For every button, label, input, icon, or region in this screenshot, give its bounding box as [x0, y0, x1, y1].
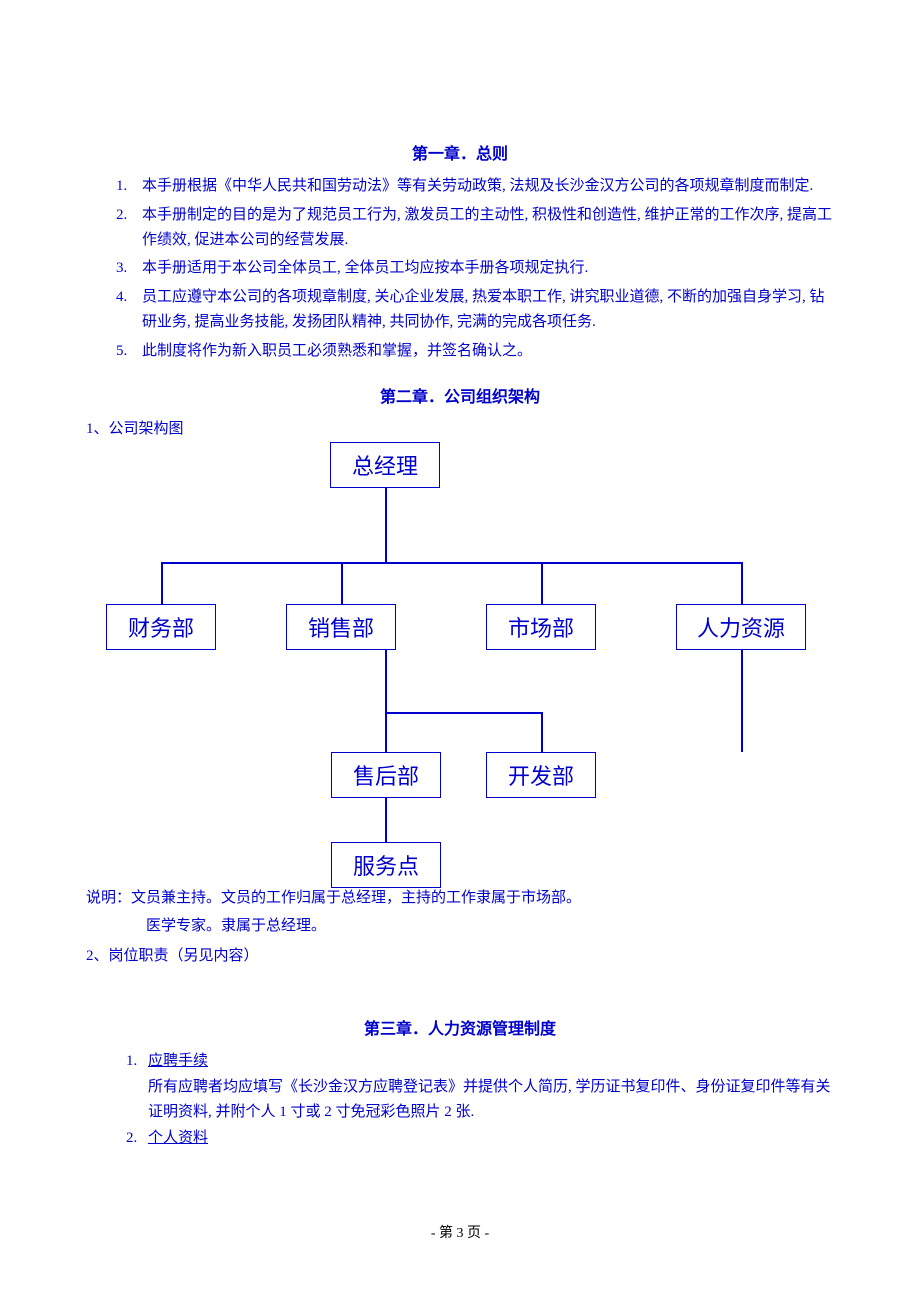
item-title: 应聘手续 — [148, 1053, 208, 1069]
chapter-3: 第三章．人力资源管理制度 1.应聘手续 所有应聘者均应填写《长沙金汉方应聘登记表… — [86, 1015, 834, 1151]
org-line — [385, 488, 387, 562]
org-line — [385, 798, 387, 842]
org-line — [341, 562, 343, 604]
org-explain-2: 医学专家。隶属于总经理。 — [86, 914, 834, 938]
chapter-2-title: 第二章．公司组织架构 — [86, 383, 834, 407]
item-text: 此制度将作为新入职员工必须熟悉和掌握，并签名确认之。 — [142, 339, 532, 364]
org-chart: 总经理财务部销售部市场部人力资源售后部开发部服务点 — [86, 442, 834, 882]
item-text: 本手册制定的目的是为了规范员工行为, 激发员工的主动性, 积极性和创造性, 维护… — [142, 203, 834, 253]
chapter-1-list: 1.本手册根据《中华人民共和国劳动法》等有关劳动政策, 法规及长沙金汉方公司的各… — [86, 174, 834, 363]
org-node-finance: 财务部 — [106, 604, 216, 650]
page-footer: - 第 3 页 - — [0, 1222, 920, 1242]
org-line — [385, 712, 387, 752]
org-line — [385, 650, 387, 712]
item-number: 1. — [116, 174, 142, 199]
chapter-2: 第二章．公司组织架构 1、公司架构图 总经理财务部 销售部 市场部 人力资源售后部开发… — [86, 383, 834, 965]
list-item: 1.本手册根据《中华人民共和国劳动法》等有关劳动政策, 法规及长沙金汉方公司的各… — [116, 174, 834, 199]
item-text: 本手册根据《中华人民共和国劳动法》等有关劳动政策, 法规及长沙金汉方公司的各项规… — [142, 174, 813, 199]
item-number: 4. — [116, 285, 142, 335]
item-number: 1. — [126, 1049, 148, 1075]
org-node-sales: 销售部 — [286, 604, 396, 650]
subheading-duties: 2、岗位职责（另见内容） — [86, 944, 834, 965]
item-number: 3. — [116, 256, 142, 281]
org-line — [541, 562, 543, 604]
org-line — [385, 712, 541, 714]
chapter-1: 第一章．总则 1.本手册根据《中华人民共和国劳动法》等有关劳动政策, 法规及长沙… — [86, 140, 834, 363]
list-item: 2.个人资料 — [126, 1126, 834, 1152]
item-body: 所有应聘者均应填写《长沙金汉方应聘登记表》并提供个人简历, 学历证书复印件、身份… — [126, 1075, 834, 1126]
org-explain-1: 说明：文员兼主持。文员的工作归属于总经理，主持的工作隶属于市场部。 — [86, 886, 834, 910]
list-item: 4.员工应遵守本公司的各项规章制度, 关心企业发展, 热爱本职工作, 讲究职业道… — [116, 285, 834, 335]
org-line — [161, 562, 741, 564]
subheading-org-chart: 1、公司架构图 — [86, 417, 834, 438]
chapter-3-title: 第三章．人力资源管理制度 — [86, 1015, 834, 1039]
list-item: 2.本手册制定的目的是为了规范员工行为, 激发员工的主动性, 积极性和创造性, … — [116, 203, 834, 253]
chapter-1-title: 第一章．总则 — [86, 140, 834, 164]
item-number: 2. — [116, 203, 142, 253]
item-title: 个人资料 — [148, 1130, 208, 1146]
org-node-market: 市场部 — [486, 604, 596, 650]
list-item: 5.此制度将作为新入职员工必须熟悉和掌握，并签名确认之。 — [116, 339, 834, 364]
item-number: 5. — [116, 339, 142, 364]
org-line — [741, 650, 743, 752]
item-text: 本手册适用于本公司全体员工, 全体员工均应按本手册各项规定执行. — [142, 256, 588, 281]
chapter-3-list: 1.应聘手续 所有应聘者均应填写《长沙金汉方应聘登记表》并提供个人简历, 学历证… — [86, 1049, 834, 1151]
org-node-service: 服务点 — [331, 842, 441, 888]
org-node-hr: 人力资源 — [676, 604, 806, 650]
list-item: 1.应聘手续 所有应聘者均应填写《长沙金汉方应聘登记表》并提供个人简历, 学历证… — [126, 1049, 834, 1126]
org-node-after: 售后部 — [331, 752, 441, 798]
item-text: 员工应遵守本公司的各项规章制度, 关心企业发展, 热爱本职工作, 讲究职业道德,… — [142, 285, 834, 335]
org-line — [541, 712, 543, 752]
org-node-gm: 总经理 — [330, 442, 440, 488]
item-number: 2. — [126, 1126, 148, 1152]
org-line — [741, 562, 743, 604]
org-line — [161, 562, 163, 604]
org-node-dev: 开发部 — [486, 752, 596, 798]
list-item: 3.本手册适用于本公司全体员工, 全体员工均应按本手册各项规定执行. — [116, 256, 834, 281]
